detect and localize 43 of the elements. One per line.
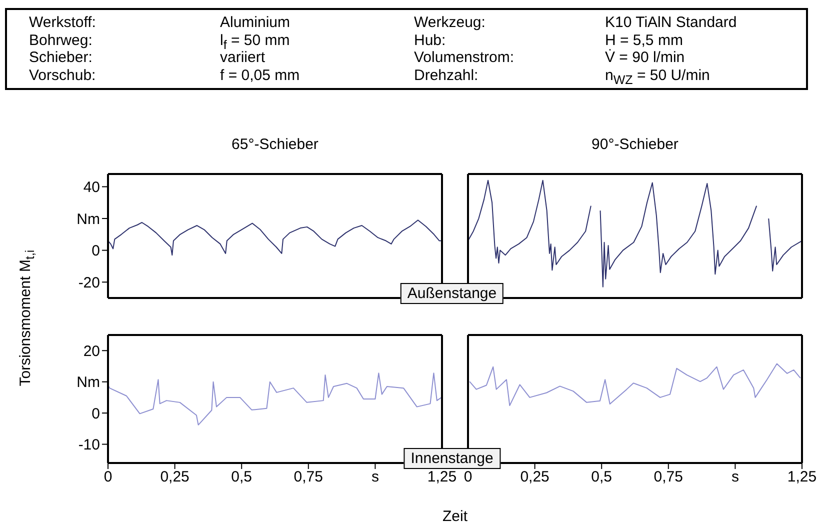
text: f = 0,05 mm xyxy=(220,66,301,84)
y-tick-label: 0 xyxy=(92,242,100,260)
text: n$_{WZ}$ = 50 U/min xyxy=(605,66,711,86)
text: Werkstoff: xyxy=(29,14,97,32)
y-tick-label: 40 xyxy=(83,179,100,196)
x-tick-label: 0,5 xyxy=(231,468,252,486)
x-axis-title: Zeit xyxy=(442,508,468,525)
x-tick-label: 0 xyxy=(464,468,472,486)
text: Hub: xyxy=(414,32,447,49)
x-tick-label: 0,75 xyxy=(654,468,683,486)
x-tick-label: s xyxy=(731,468,739,486)
text: Werkzeug: xyxy=(414,14,486,32)
text: Bohrweg: xyxy=(29,32,94,49)
annotation: Außenstange xyxy=(407,285,497,302)
y-tick-label: Nm xyxy=(76,374,100,392)
text: V̇ = 90 l/min xyxy=(605,49,686,66)
x-tick-label: 1,25 xyxy=(787,468,817,486)
text: Vorschub: xyxy=(29,66,97,84)
y-tick-label: 20 xyxy=(83,342,100,360)
text: K10 TiAlN Standard xyxy=(605,14,738,32)
line-series xyxy=(108,372,442,426)
y-tick-label: Nm xyxy=(76,210,100,228)
text: Schieber: xyxy=(29,49,94,66)
y-tick-label: -20 xyxy=(78,274,100,292)
line-series xyxy=(108,220,442,256)
x-tick-label: 0,25 xyxy=(520,468,550,486)
chart-title: 90°-Schieber xyxy=(592,136,678,153)
x-tick-label: s xyxy=(371,468,379,486)
text: H = 5,5 mm xyxy=(605,32,684,49)
x-tick-label: 0,75 xyxy=(294,468,323,486)
y-tick-label: 0 xyxy=(92,405,100,422)
text: Volumenstrom: xyxy=(414,49,516,66)
chart-title: 65°-Schieber xyxy=(232,136,318,153)
text: variiert xyxy=(220,49,266,66)
x-tick-label: 0,5 xyxy=(591,468,612,486)
text: Drehzahl: xyxy=(414,66,480,84)
annotation: Innenstange xyxy=(410,450,494,467)
y-tick-label: -10 xyxy=(78,436,100,454)
text: Aluminium xyxy=(220,14,292,32)
text: l$_{f}$ = 50 mm xyxy=(220,32,291,52)
x-tick-label: 0,25 xyxy=(160,468,190,486)
x-tick-label: 1,25 xyxy=(427,468,457,486)
x-tick-label: 0 xyxy=(104,468,112,486)
